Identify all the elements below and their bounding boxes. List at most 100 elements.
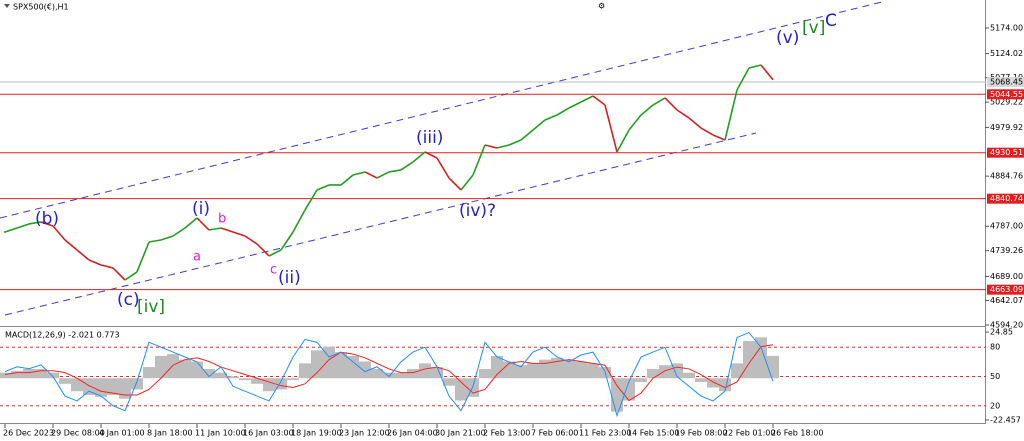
histogram-bar	[179, 359, 191, 379]
price-segment	[76, 249, 90, 261]
histogram-bar	[119, 378, 131, 399]
histogram-bar	[755, 337, 767, 379]
histogram-bar	[167, 354, 179, 379]
price-segment	[52, 225, 66, 241]
channel-lower	[4, 132, 757, 316]
price-segment	[508, 139, 522, 146]
price-segment	[616, 129, 630, 153]
x-tick-label: 23 Jan 12:00	[339, 429, 390, 438]
x-tick-label: 26 Feb 18:00	[771, 429, 823, 438]
x-tick-label: 19 Feb 08:00	[675, 429, 727, 438]
price-segment	[580, 95, 594, 103]
wave-label: a	[193, 250, 201, 265]
histogram-bar	[11, 370, 23, 379]
histogram-bar	[575, 361, 587, 379]
price-segment	[736, 67, 750, 91]
histogram-bar	[527, 363, 539, 379]
price-segment	[556, 107, 570, 116]
last-price-tag	[987, 77, 1024, 88]
histogram-bar	[371, 368, 383, 379]
histogram-bar	[323, 346, 335, 379]
price-segment	[388, 169, 402, 173]
wave-label: (b)	[35, 209, 59, 229]
y-tick-label: -22.457	[990, 415, 1021, 424]
price-segment	[700, 127, 714, 136]
indicator-line	[4, 331, 774, 418]
histogram-bar	[551, 357, 563, 379]
histogram-bar	[731, 363, 743, 379]
level-tag	[987, 89, 1024, 100]
wave-label: (iii)	[416, 128, 443, 148]
wave-label: C	[825, 11, 837, 31]
price-segment	[424, 151, 438, 159]
histogram-bar	[695, 378, 707, 382]
price-segment	[100, 264, 114, 269]
histogram-bar	[635, 378, 647, 382]
histogram-bar	[155, 355, 167, 379]
histogram-bar	[239, 378, 251, 381]
wave-label: (v)	[776, 28, 799, 48]
histogram-bar	[743, 341, 755, 379]
histogram-bar	[623, 378, 635, 401]
histogram-bar	[71, 378, 83, 392]
x-tick-label: 4 Jan 01:00	[99, 429, 145, 438]
y-tick-label: 4594.20	[990, 320, 1023, 329]
price-segment	[640, 104, 654, 116]
histogram-bar	[647, 368, 659, 379]
histogram-bar	[275, 378, 287, 390]
histogram-bar	[407, 368, 419, 379]
price-segment	[604, 104, 618, 153]
x-tick-label: 26 Jan 04:00	[387, 429, 438, 438]
price-segment	[484, 144, 498, 149]
price-segment	[28, 221, 42, 225]
price-segment	[436, 157, 450, 179]
price-segment	[268, 249, 282, 257]
y-tick-label: 4642.07	[990, 296, 1023, 305]
y-tick-label: 5124.02	[990, 49, 1023, 58]
x-tick-label: 7 Feb 06:00	[531, 429, 578, 438]
histogram-bar	[491, 355, 503, 379]
price-segment	[220, 227, 234, 233]
price-segment	[112, 267, 126, 281]
price-segment	[184, 217, 198, 229]
wave-label: (ii)	[278, 268, 301, 288]
price-segment	[652, 97, 666, 106]
wave-label: c	[270, 263, 277, 278]
wave-label: [v]	[802, 18, 825, 38]
histogram-bar	[227, 376, 239, 379]
x-tick-label: 22 Feb 01:00	[723, 429, 775, 438]
histogram-bar	[143, 367, 155, 379]
price-segment	[376, 171, 390, 179]
histogram-bar	[359, 361, 371, 379]
histogram-bar	[767, 355, 779, 379]
price-segment	[592, 95, 606, 106]
y-tick-label: 4787.00	[990, 222, 1023, 231]
price-segment	[208, 227, 222, 231]
histogram-bar	[251, 378, 263, 384]
histogram-bar	[563, 359, 575, 379]
price-segment	[304, 189, 318, 211]
x-tick-label: 11 Feb 23:00	[579, 429, 631, 438]
price-segment	[412, 151, 426, 163]
y-tick-label: 4979.92	[990, 123, 1023, 132]
price-segment	[748, 64, 762, 69]
x-tick-label: 16 Jan 03:00	[243, 429, 294, 438]
wave-label: b	[218, 212, 226, 227]
x-tick-label: 14 Feb 15:00	[627, 429, 679, 438]
y2-tick-label: 20	[990, 401, 1000, 410]
histogram-bar	[539, 359, 551, 379]
price-segment	[196, 217, 210, 231]
price-segment	[364, 171, 378, 179]
price-segment	[568, 101, 582, 109]
x-tick-label: 30 Jan 21:00	[435, 429, 486, 438]
price-segment	[676, 109, 690, 119]
histogram-bar	[611, 378, 623, 412]
histogram-bar	[431, 367, 443, 379]
histogram-bar	[455, 378, 467, 401]
price-segment	[520, 129, 534, 141]
histogram-bar	[311, 350, 323, 379]
price-segment	[148, 239, 162, 243]
histogram-bar	[587, 363, 599, 379]
histogram-bar	[719, 378, 731, 392]
